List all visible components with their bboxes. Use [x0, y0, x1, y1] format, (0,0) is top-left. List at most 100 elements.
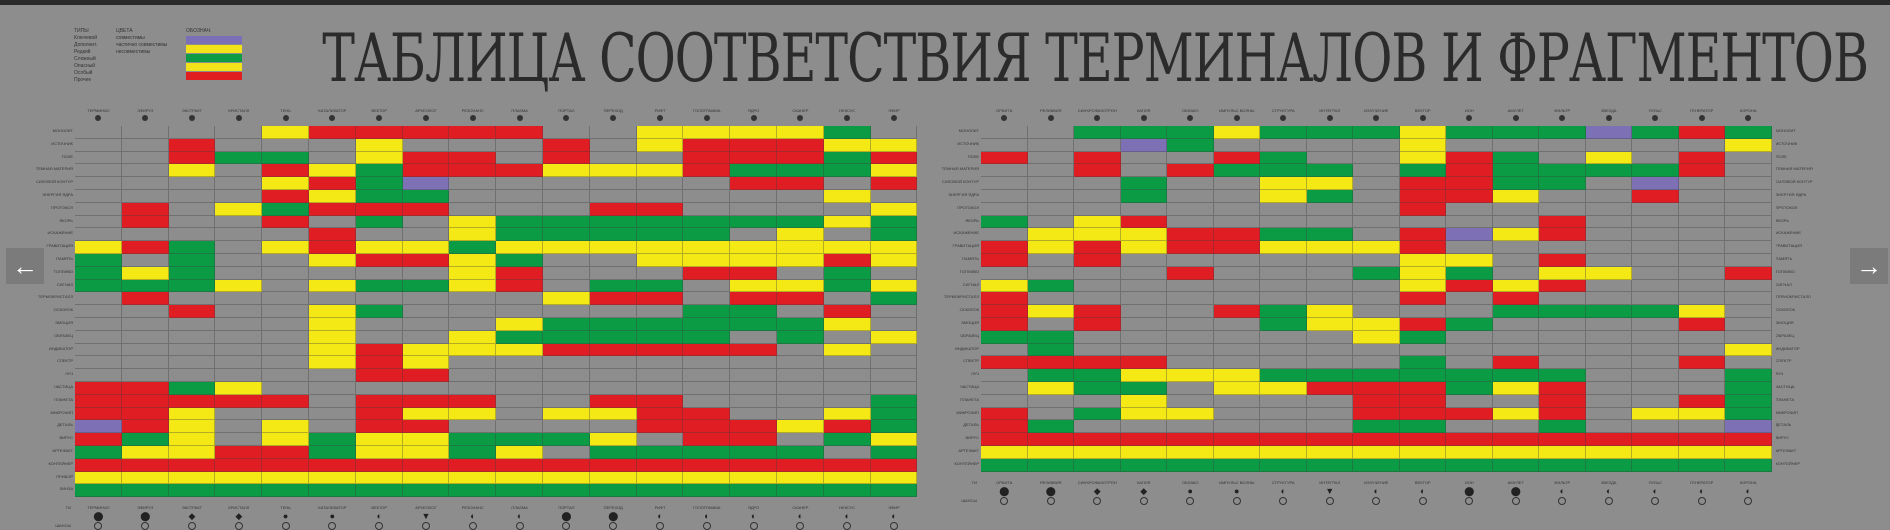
column-header: ИЗЛУЧЕНИЕ	[1353, 108, 1400, 121]
row-label: ГРАВИТАЦИЯ	[46, 243, 73, 249]
matrix-cell	[870, 279, 918, 293]
matrix-cell	[636, 202, 684, 216]
footer-cell: ЭФИР ◐	[871, 505, 918, 530]
matrix-cell	[449, 433, 497, 446]
matrix-cell	[1492, 446, 1539, 459]
footer-column-label: ПЕРЕХОД	[603, 505, 623, 511]
column-marker-icon	[1187, 115, 1194, 121]
matrix-cell	[402, 241, 450, 254]
matrix-cell	[215, 471, 263, 485]
matrix-cell	[1027, 356, 1074, 370]
matrix-cell	[1027, 292, 1074, 306]
ingredient-icon: ◐	[1559, 485, 1565, 496]
matrix-cell	[75, 241, 122, 254]
matrix-cell	[1632, 228, 1679, 242]
matrix-cell	[1353, 343, 1400, 357]
column-header: ЭФИР	[871, 108, 918, 121]
matrix-cell	[215, 433, 263, 446]
row-label: ТЕРМОКРИСТАЛЛ	[943, 294, 979, 300]
matrix-cell	[262, 394, 309, 408]
matrix-cell	[589, 433, 637, 446]
next-arrow-button[interactable]: →	[1850, 248, 1888, 284]
matrix-cell	[1539, 202, 1586, 216]
column-marker-icon	[1698, 115, 1705, 121]
row-label: ИСТОЧНИК	[51, 140, 73, 146]
matrix-cell	[636, 318, 684, 331]
matrix-cell	[981, 356, 1028, 370]
matrix-cell	[1074, 356, 1121, 370]
matrix-cell	[1213, 292, 1260, 306]
matrix-cell	[75, 382, 122, 395]
matrix-cell	[1678, 305, 1725, 318]
matrix-cell	[1213, 164, 1260, 178]
row-label: ЭНЕРГИЯ ЯДРА	[1775, 192, 1807, 197]
matrix-cell	[1725, 241, 1772, 254]
matrix-cell	[730, 177, 777, 190]
matrix-cell	[1167, 215, 1214, 229]
matrix-cell	[262, 164, 309, 178]
column-header: ИОН	[1446, 108, 1493, 121]
column-marker-icon	[142, 115, 149, 121]
legend-swatch	[186, 36, 242, 44]
matrix-cell	[121, 420, 169, 434]
matrix-cell	[823, 177, 871, 190]
matrix-cell	[823, 382, 871, 395]
matrix-cell	[1213, 202, 1260, 216]
matrix-cell	[730, 471, 777, 485]
column-header: ФИЛЬТР	[1539, 108, 1586, 121]
ingredient-icon: ◆	[188, 511, 196, 522]
matrix-cell	[262, 254, 309, 267]
matrix-cell	[1632, 369, 1679, 382]
matrix-cell	[1446, 138, 1493, 152]
column-header: ИМПУЛЬС ВОЛНЫ	[1214, 108, 1261, 121]
matrix-cell	[870, 471, 918, 485]
matrix-cell	[870, 394, 918, 408]
matrix-cell	[636, 228, 684, 242]
matrix-cell	[1260, 202, 1307, 216]
prev-arrow-button[interactable]: ←	[6, 248, 44, 284]
matrix-cell	[355, 446, 403, 459]
matrix-cell	[981, 330, 1028, 344]
matrix-cell	[870, 202, 918, 216]
matrix-cell	[1120, 330, 1167, 344]
matrix-cell	[355, 292, 403, 306]
matrix-cell	[215, 279, 263, 293]
matrix-cell	[636, 151, 684, 165]
matrix-cell	[870, 266, 918, 280]
matrix-cell	[1213, 215, 1260, 229]
matrix-cell	[449, 305, 497, 318]
matrix-cell	[121, 433, 169, 446]
matrix-cell	[168, 420, 216, 434]
matrix-cell	[1167, 228, 1214, 242]
matrix-cell	[1120, 343, 1167, 357]
column-header-label: РИФТ	[654, 108, 666, 113]
matrix-cell	[1027, 190, 1074, 203]
column-header-label: ЯДРО	[747, 108, 760, 113]
footer-column-label: ВЕКТОР	[371, 505, 388, 511]
footer-column-label: НЕКСУС	[839, 505, 856, 511]
matrix-cell	[1492, 394, 1539, 408]
matrix-cell	[1585, 126, 1632, 139]
row-label: ВИРУС	[59, 435, 73, 441]
matrix-cell	[1539, 343, 1586, 357]
matrix-cell	[1446, 241, 1493, 254]
matrix-cell	[1725, 177, 1772, 190]
matrix-cell	[870, 407, 918, 421]
matrix-cell	[1306, 343, 1353, 357]
column-header-label: ВЕКТОР	[1414, 108, 1431, 113]
matrix-cell	[870, 369, 918, 382]
column-marker-icon	[95, 115, 102, 121]
matrix-cell	[449, 369, 497, 382]
footer-cell: РЕЛИКВИЯ ⬤	[1028, 480, 1075, 505]
matrix-cell	[1306, 241, 1353, 254]
matrix-cell	[215, 241, 263, 254]
matrix-cell	[1585, 228, 1632, 242]
matrix-cell	[309, 330, 356, 344]
matrix-cell	[1167, 356, 1214, 370]
matrix-cell	[309, 394, 356, 408]
matrix-cell	[777, 138, 824, 152]
matrix-cell	[1027, 382, 1074, 395]
matrix-cell	[355, 151, 403, 165]
matrix-cell	[1120, 305, 1167, 318]
column-header-label: РЕЗОНАНС	[461, 108, 484, 113]
